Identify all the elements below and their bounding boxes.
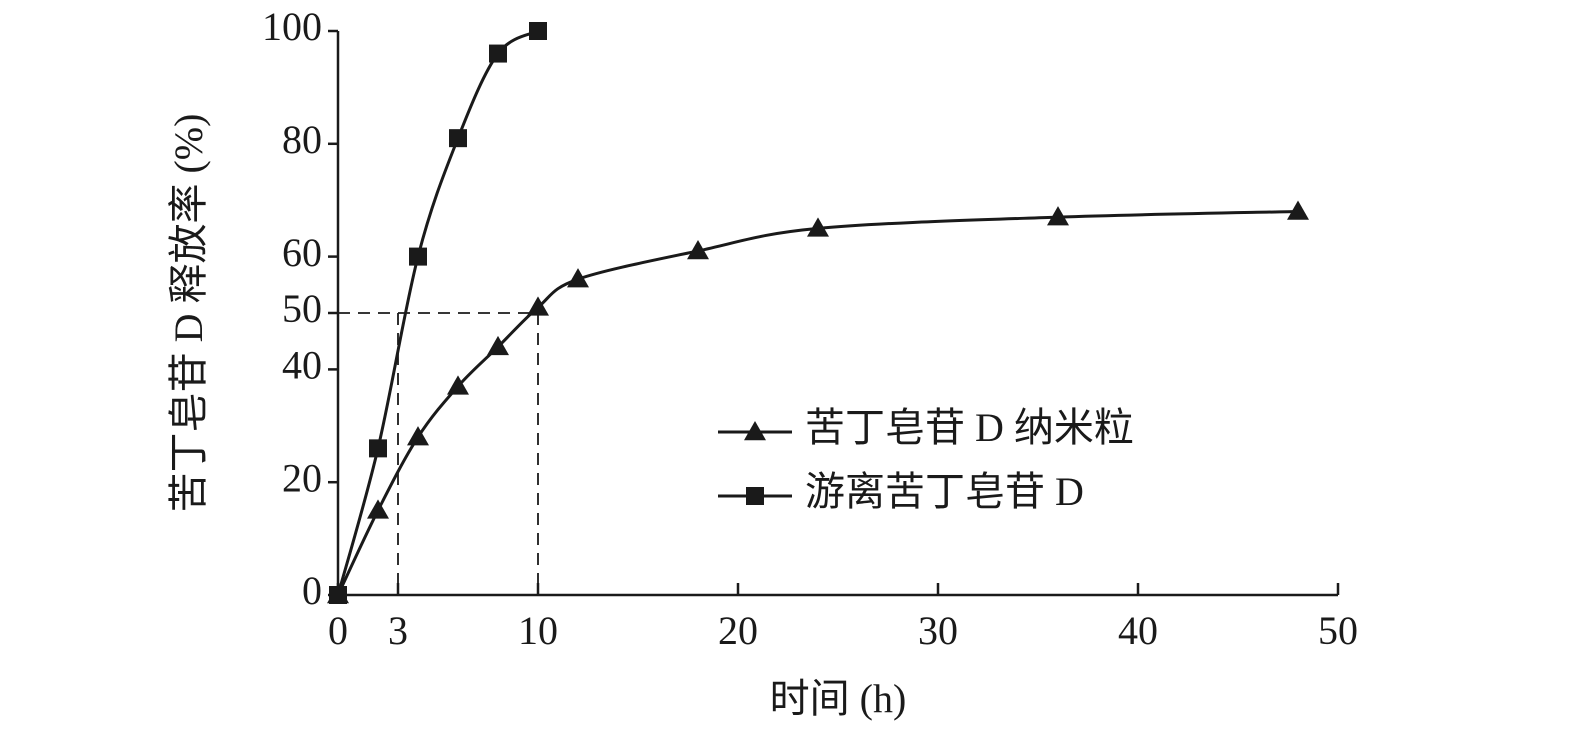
y-tick-label: 40 <box>282 343 322 388</box>
legend-marker <box>744 421 766 441</box>
y-tick-label: 80 <box>282 117 322 162</box>
x-tick-label: 40 <box>1118 608 1158 653</box>
point <box>1047 206 1069 226</box>
y-tick-label: 20 <box>282 455 322 500</box>
point <box>409 247 427 266</box>
point <box>489 44 507 63</box>
point <box>529 22 547 40</box>
legend-label: 苦丁皂苷 D 纳米粒 <box>805 405 1134 450</box>
x-axis-label: 时间 (h) <box>770 676 907 721</box>
point <box>527 296 549 316</box>
point <box>367 499 389 519</box>
point <box>449 129 467 148</box>
line <box>336 209 1299 596</box>
y-tick-label: 0 <box>302 568 322 613</box>
x-tick-label: 0 <box>328 608 348 653</box>
x-tick-label: 3 <box>388 608 408 653</box>
point <box>407 426 429 446</box>
y-tick-label: 60 <box>282 230 322 275</box>
point <box>487 335 509 356</box>
point <box>687 239 709 260</box>
point <box>807 217 829 237</box>
x-tick-label: 10 <box>518 608 558 653</box>
x-tick-label: 20 <box>718 608 758 653</box>
point <box>567 268 589 288</box>
y-axis-label: 苦丁皂苷 D 释放率 (%) <box>166 114 211 513</box>
y-tick-label: 100 <box>262 4 322 49</box>
legend-label: 游离苦丁皂苷 D <box>805 469 1084 514</box>
legend-marker <box>746 487 764 505</box>
point <box>447 375 469 395</box>
x-tick-label: 30 <box>918 608 958 653</box>
y-tick-label: 50 <box>282 286 322 331</box>
x-tick-label: 50 <box>1318 608 1358 653</box>
point <box>329 586 347 604</box>
point <box>1287 200 1309 220</box>
point <box>369 439 387 458</box>
